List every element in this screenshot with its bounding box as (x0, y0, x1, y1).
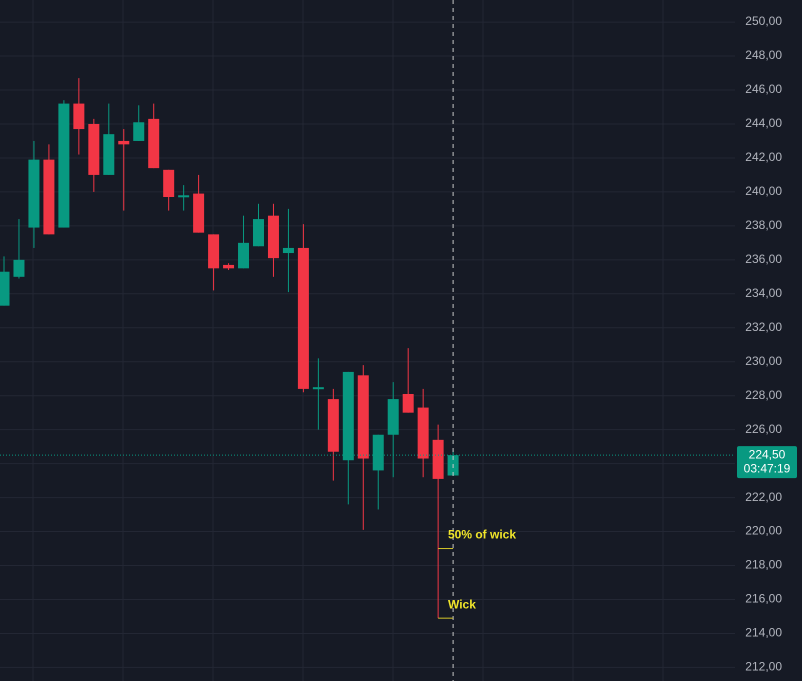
candle-body (402, 393, 414, 413)
y-tick-label: 250,00 (745, 14, 782, 28)
candle-body (103, 134, 115, 175)
last-price-box (737, 446, 797, 479)
candle-body (223, 264, 235, 269)
candle-body (73, 103, 85, 130)
candle-body (118, 140, 130, 145)
y-tick-label: 226,00 (745, 422, 782, 436)
candle-body (193, 193, 205, 233)
candle-body (327, 399, 339, 452)
price-axis (735, 0, 802, 681)
candle-body (208, 234, 220, 269)
y-tick-label: 230,00 (745, 354, 782, 368)
candle-body (387, 399, 399, 435)
candle-body (372, 434, 384, 471)
candle-body (312, 387, 324, 390)
candle-body (148, 118, 160, 169)
candle-body (133, 122, 145, 141)
y-tick-label: 222,00 (745, 490, 782, 504)
y-tick-label: 214,00 (745, 626, 782, 640)
candle-body (28, 159, 40, 228)
annotation-label: 50% of wick (448, 528, 516, 542)
candle-body (297, 247, 309, 389)
y-tick-label: 246,00 (745, 82, 782, 96)
y-tick-label: 238,00 (745, 218, 782, 232)
candle-body (282, 247, 294, 254)
countdown-label: 03:47:19 (744, 461, 791, 475)
y-tick-label: 212,00 (745, 660, 782, 674)
y-tick-label: 244,00 (745, 116, 782, 130)
candle-body (58, 103, 70, 228)
candle-body (417, 407, 429, 459)
y-tick-label: 236,00 (745, 252, 782, 266)
last-price-label: 224,50 (749, 447, 786, 461)
candle-body (88, 123, 100, 175)
y-tick-label: 232,00 (745, 320, 782, 334)
candle-body (0, 271, 10, 306)
candle-body (238, 242, 250, 269)
candle-body (163, 169, 175, 197)
y-tick-label: 220,00 (745, 524, 782, 538)
y-tick-label: 240,00 (745, 184, 782, 198)
candle-body (13, 259, 25, 277)
candle-body (178, 195, 190, 198)
candle-body (432, 439, 444, 479)
candle-body (43, 159, 55, 235)
y-tick-label: 234,00 (745, 286, 782, 300)
y-tick-label: 218,00 (745, 558, 782, 572)
candle-body (267, 215, 279, 259)
y-tick-label: 248,00 (745, 48, 782, 62)
annotation-label: Wick (448, 597, 476, 611)
y-tick-label: 228,00 (745, 388, 782, 402)
candle-body (252, 219, 264, 247)
y-tick-label: 242,00 (745, 150, 782, 164)
y-tick-label: 216,00 (745, 592, 782, 606)
candle-body (357, 375, 369, 459)
candle-body (342, 371, 354, 461)
